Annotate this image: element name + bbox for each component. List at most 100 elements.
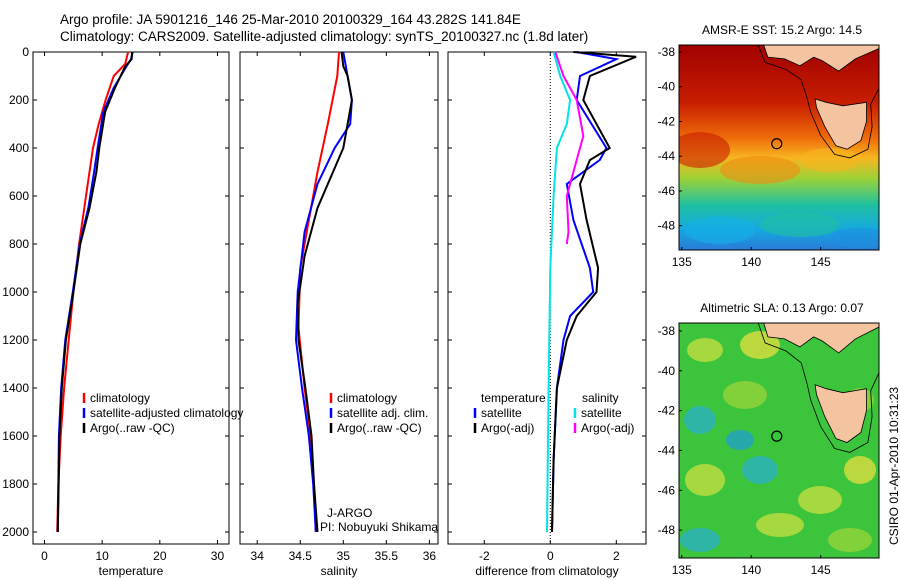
tasmania-landmass: [814, 384, 867, 443]
x-tick-label: 135: [672, 563, 692, 577]
sla-patch: [684, 406, 716, 434]
shelf-contour: [757, 323, 879, 453]
y-tick-label: -40: [658, 80, 676, 94]
series-line-1: [294, 51, 353, 533]
series-line-2: [56, 51, 134, 533]
sla-patch: [844, 456, 876, 484]
x-tick-label: 145: [811, 255, 831, 269]
series-line-0: [297, 51, 340, 533]
sla-patch: [740, 331, 780, 359]
x-tick-label: 145: [811, 563, 831, 577]
y-tick-label: -48: [658, 219, 676, 233]
series-line-0: [551, 51, 620, 533]
y-tick-label: -48: [658, 523, 676, 537]
shelf-contour: [757, 45, 879, 159]
y-tick-label: 1000: [2, 285, 29, 299]
sst-patch: [720, 156, 800, 184]
y-tick-label: 1800: [2, 477, 29, 491]
legend-item: climatology: [337, 391, 397, 405]
legend-item: satellite adj. clim.: [337, 406, 428, 420]
x-axis-label: difference from climatology: [475, 564, 618, 578]
x-axis-label: salinity: [321, 564, 358, 578]
y-tick-label: -46: [658, 184, 676, 198]
annotation-line: PI: Nobuyuki Shikama: [320, 520, 438, 534]
sst-patch: [679, 132, 730, 168]
panel-salinity: 34 34.5 35 35.5 36 salinity: [239, 51, 439, 578]
y-tick-label: -38: [658, 324, 676, 338]
title-line-2: Climatology: CARS2009. Satellite-adjuste…: [60, 29, 589, 44]
panel-temperature: 0 200 400 600 800 1000 1200 1400 1600 1800 2000 0 10…: [2, 45, 230, 578]
legend-item: Argo(..raw -QC): [337, 421, 422, 435]
y-tick-label: -42: [658, 404, 676, 418]
y-tick-label: 0: [22, 45, 29, 59]
series-line-2: [296, 51, 353, 533]
legend-item: Argo(-adj): [481, 421, 534, 435]
map-frame: [678, 322, 880, 559]
sla-patch: [723, 381, 767, 409]
mainland-landmass: [763, 323, 879, 354]
y-tick-label: 1600: [2, 429, 29, 443]
y-tick-label: 1200: [2, 333, 29, 347]
sla-patch: [680, 528, 720, 552]
plot-frame: [32, 51, 230, 545]
y-tick-label: -40: [658, 364, 676, 378]
legend-item: Argo(..raw -QC): [90, 421, 175, 435]
y-tick-label: -38: [658, 45, 676, 59]
x-tick-label: 135: [672, 255, 692, 269]
x-tick-label: -2: [479, 549, 490, 563]
title-line-1: Argo profile: JA 5901216_146 25-Mar-2010…: [60, 12, 521, 27]
map-sla: Altimetric SLA: 0.13 Argo: 0.07 -38 -40 -42…: [658, 301, 880, 577]
series-line-1: [56, 51, 134, 533]
x-tick-label: 34.5: [289, 549, 313, 563]
x-tick-label: 10: [95, 549, 109, 563]
x-axis-label: temperature: [99, 564, 164, 578]
series-line-2: [546, 51, 572, 533]
series-line-1: [551, 51, 637, 533]
x-tick-label: 140: [741, 255, 761, 269]
y-tick-label: 2000: [2, 525, 29, 539]
x-tick-label: 35.5: [375, 549, 399, 563]
profile-location-marker: [771, 430, 783, 442]
series-line-3: [554, 51, 585, 245]
y-tick-label: 400: [9, 141, 29, 155]
map-title: Altimetric SLA: 0.13 Argo: 0.07: [700, 301, 864, 315]
legend-title: temperature: [481, 391, 546, 405]
x-tick-label: 0: [547, 549, 554, 563]
x-tick-label: 20: [153, 549, 167, 563]
y-tick-label: -46: [658, 483, 676, 497]
x-tick-label: 34: [251, 549, 265, 563]
sla-patch: [685, 464, 725, 496]
sla-patch: [756, 513, 804, 537]
map-frame: [678, 44, 880, 251]
sla-patch: [798, 486, 842, 514]
x-tick-label: 140: [741, 563, 761, 577]
sst-patch: [800, 148, 860, 172]
sla-patch: [687, 338, 723, 362]
y-tick-label: -44: [658, 149, 676, 163]
series-line-0: [56, 51, 130, 533]
y-tick-label: -44: [658, 443, 676, 457]
sla-patch: [726, 430, 754, 450]
profile-location-marker: [771, 138, 783, 150]
y-tick-label: 1400: [2, 381, 29, 395]
x-tick-label: 35: [337, 549, 351, 563]
legend-item: Argo(-adj): [581, 421, 634, 435]
tasmania-landmass: [814, 98, 867, 150]
map-sst: AMSR-E SST: 15.2 Argo: 14.5 -38 -40 -42 -44 -…: [658, 23, 880, 269]
x-tick-label: 2: [613, 549, 620, 563]
sst-patch: [685, 216, 755, 244]
sla-patch: [828, 528, 872, 552]
legend-item: satellite: [481, 406, 522, 420]
legend-item: satellite-adjusted climatology: [90, 406, 243, 420]
legend-item: climatology: [90, 391, 150, 405]
map-field: [679, 45, 879, 250]
sst-patch: [760, 213, 840, 237]
y-tick-label: -42: [658, 114, 676, 128]
x-tick-label: 36: [423, 549, 437, 563]
annotation-line: J-ARGO: [327, 506, 372, 520]
mainland-landmass: [763, 45, 879, 72]
y-tick-label: 200: [9, 93, 29, 107]
